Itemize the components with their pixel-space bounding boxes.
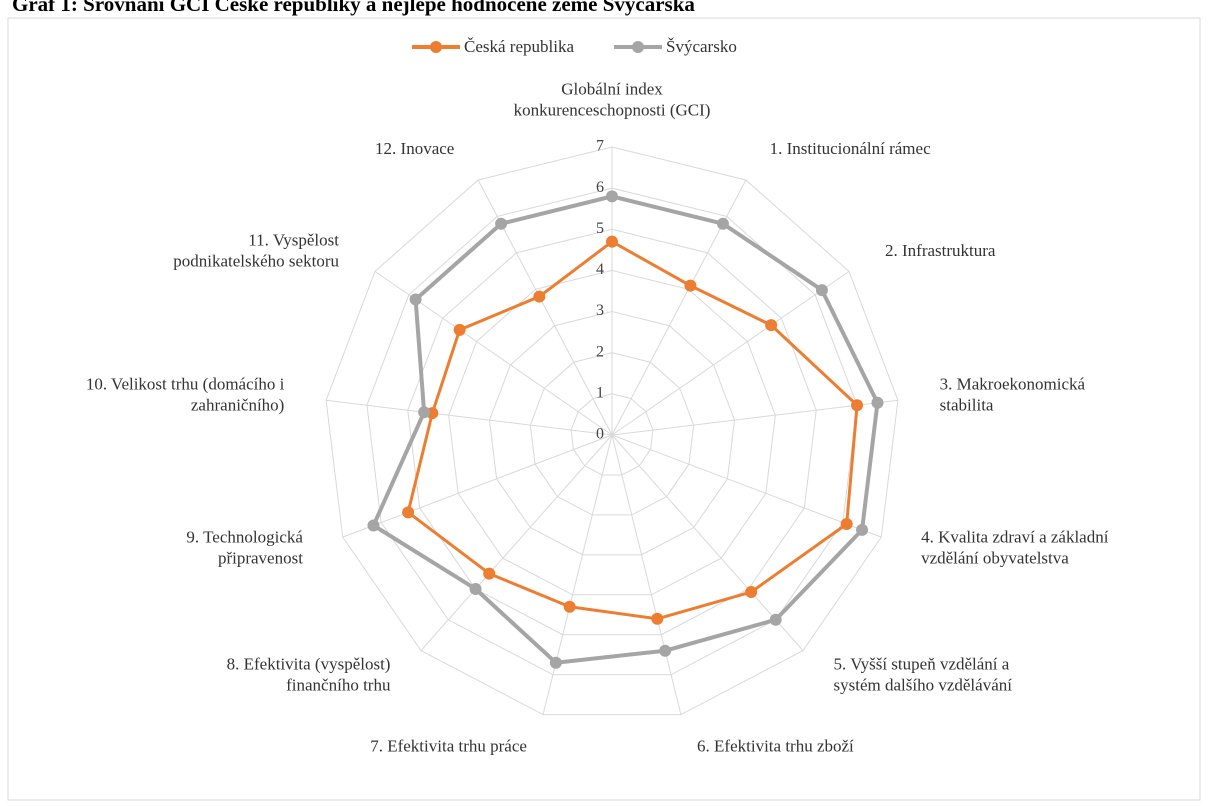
series-marker	[533, 290, 546, 303]
spoke	[611, 270, 850, 436]
series-marker	[716, 217, 729, 230]
grid-line	[325, 146, 899, 716]
category-label: 4. Kvalita zdraví a základní	[921, 528, 1109, 547]
grid-line	[529, 352, 695, 516]
y-tick-label: 1	[596, 385, 604, 402]
series-marker	[840, 517, 853, 530]
series-marker	[495, 217, 508, 230]
series-marker	[871, 396, 884, 409]
legend-marker	[430, 41, 442, 53]
spoke	[611, 434, 882, 538]
category-label: 9. Technologická	[186, 528, 303, 547]
series-marker	[367, 519, 380, 532]
series-marker	[659, 644, 672, 657]
category-label: zahraničního)	[191, 396, 284, 415]
y-tick-label: 0	[596, 426, 604, 443]
category-label: 8. Efektivita (vyspělost)	[227, 654, 391, 673]
spoke	[611, 434, 804, 651]
category-label: stabilita	[940, 396, 994, 415]
series-marker	[409, 293, 422, 306]
category-label: finančního trhu	[286, 675, 391, 694]
series-marker	[453, 323, 466, 336]
series-marker	[651, 612, 664, 625]
y-tick-label: 6	[596, 179, 604, 196]
series-marker	[856, 523, 869, 536]
category-label: podnikatelského sektoru	[173, 251, 339, 270]
spoke	[611, 399, 898, 436]
series-marker	[815, 284, 828, 297]
category-label: 6. Efektivita trhu zboží	[697, 737, 854, 756]
category-label: konkurenceschopnosti (GCI)	[514, 100, 711, 119]
series-marker	[745, 586, 758, 599]
category-label: 5. Vyšší stupeň vzdělání a	[834, 654, 1010, 673]
category-label: vzdělání obyvatelstva	[921, 549, 1069, 568]
spoke	[611, 434, 682, 715]
spoke	[326, 399, 613, 436]
series-line	[406, 240, 859, 621]
spoke	[342, 434, 613, 538]
y-tick-label: 4	[596, 261, 604, 278]
series-marker	[851, 399, 864, 412]
y-tick-label: 5	[596, 220, 604, 237]
legend-marker	[632, 41, 644, 53]
series-marker	[402, 506, 415, 519]
grid-line	[570, 393, 654, 476]
category-label: Globální index	[561, 79, 663, 98]
series-marker	[563, 600, 576, 613]
legend-label: Švýcarsko	[666, 37, 737, 56]
series-marker	[469, 582, 482, 595]
grid-line	[366, 187, 858, 676]
series-marker	[765, 319, 778, 332]
y-tick-label: 7	[596, 138, 604, 155]
category-label: systém dalšího vzdělávání	[834, 675, 1013, 694]
y-tick-label: 3	[596, 302, 604, 319]
y-tick-label: 2	[596, 343, 604, 360]
category-label: 1. Institucionální rámec	[770, 139, 931, 158]
chart-frame	[7, 17, 1201, 801]
category-label: 12. Inovace	[375, 139, 454, 158]
grid-line	[448, 269, 776, 596]
category-label: připravenost	[218, 549, 303, 568]
series-marker	[606, 190, 618, 203]
category-label: 11. Vyspělost	[248, 230, 339, 249]
spoke	[420, 434, 613, 651]
category-label: 10. Velikost trhu (domácího i	[86, 375, 285, 394]
category-label: 3. Makroekonomická	[940, 375, 1086, 394]
series-marker	[549, 656, 562, 669]
series-marker	[769, 613, 782, 626]
series-marker	[684, 279, 697, 292]
series-marker	[418, 406, 431, 419]
series-line	[371, 194, 880, 665]
legend-label: Česká republika	[464, 37, 574, 56]
grid-line	[488, 311, 736, 556]
series-marker	[606, 235, 618, 248]
category-label: 7. Efektivita trhu práce	[370, 737, 527, 756]
grid-line	[407, 228, 817, 636]
chart-title: Graf 1: Srovnání GCI České republiky a n…	[12, 0, 695, 16]
series-marker	[483, 567, 496, 580]
category-label: 2. Infrastruktura	[885, 241, 996, 260]
